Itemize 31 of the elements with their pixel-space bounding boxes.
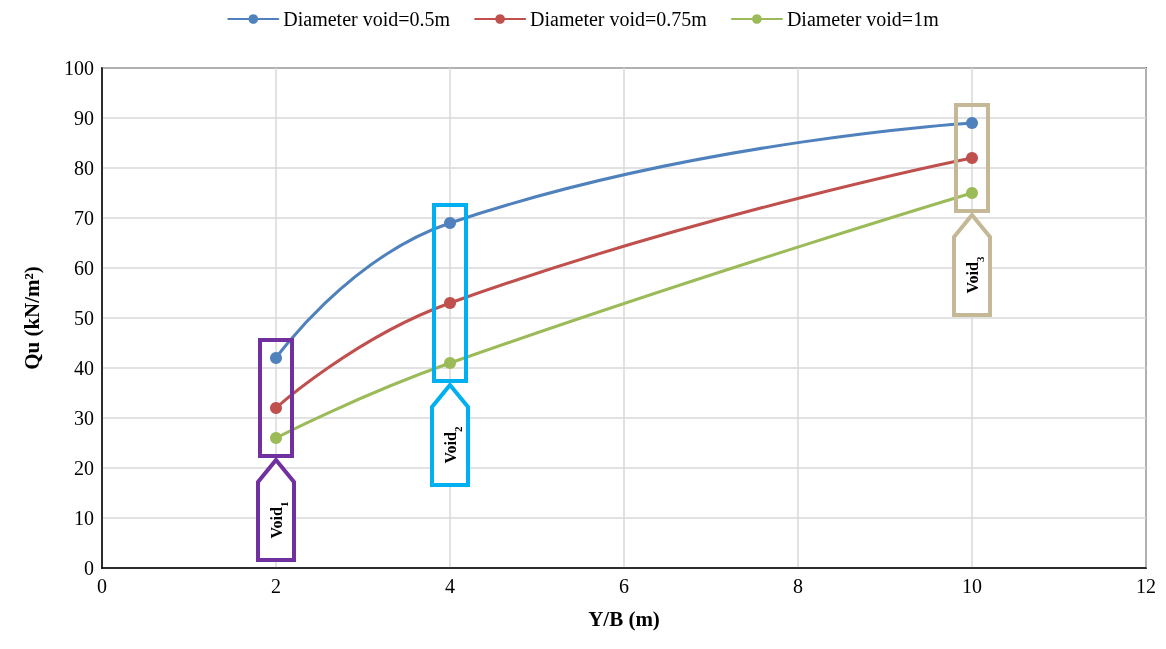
- x-tick-label: 10: [962, 575, 982, 597]
- point: [270, 352, 282, 364]
- x-tick-label: 8: [793, 575, 803, 597]
- point: [444, 297, 456, 309]
- y-tick-label: 10: [74, 507, 94, 529]
- y-tick-label: 50: [74, 307, 94, 329]
- x-tick-label: 2: [271, 575, 281, 597]
- point: [966, 117, 978, 129]
- y-tick-label: 40: [74, 357, 94, 379]
- point: [444, 217, 456, 229]
- legend-label: Diameter void=0.75m: [530, 8, 708, 30]
- y-tick-label: 100: [64, 57, 94, 79]
- y-tick-label: 0: [84, 557, 94, 579]
- point: [444, 357, 456, 369]
- point: [966, 187, 978, 199]
- x-tick-label: 12: [1136, 575, 1156, 597]
- legend-label: Diameter void=1m: [786, 8, 940, 30]
- legend-label: Diameter void=0.5m: [283, 8, 451, 30]
- point: [966, 152, 978, 164]
- y-tick-label: 70: [74, 207, 94, 229]
- point: [270, 432, 282, 444]
- x-tick-label: 6: [619, 575, 629, 597]
- y-tick-label: 60: [74, 257, 94, 279]
- y-tick-label: 80: [74, 157, 94, 179]
- y-axis-title: Qu (kN/m²): [19, 266, 44, 370]
- y-tick-label: 30: [74, 407, 94, 429]
- point: [270, 402, 282, 414]
- x-tick-label: 4: [445, 575, 455, 597]
- y-tick-label: 20: [74, 457, 94, 479]
- x-axis-title: Y/B (m): [588, 606, 660, 631]
- y-tick-label: 90: [74, 107, 94, 129]
